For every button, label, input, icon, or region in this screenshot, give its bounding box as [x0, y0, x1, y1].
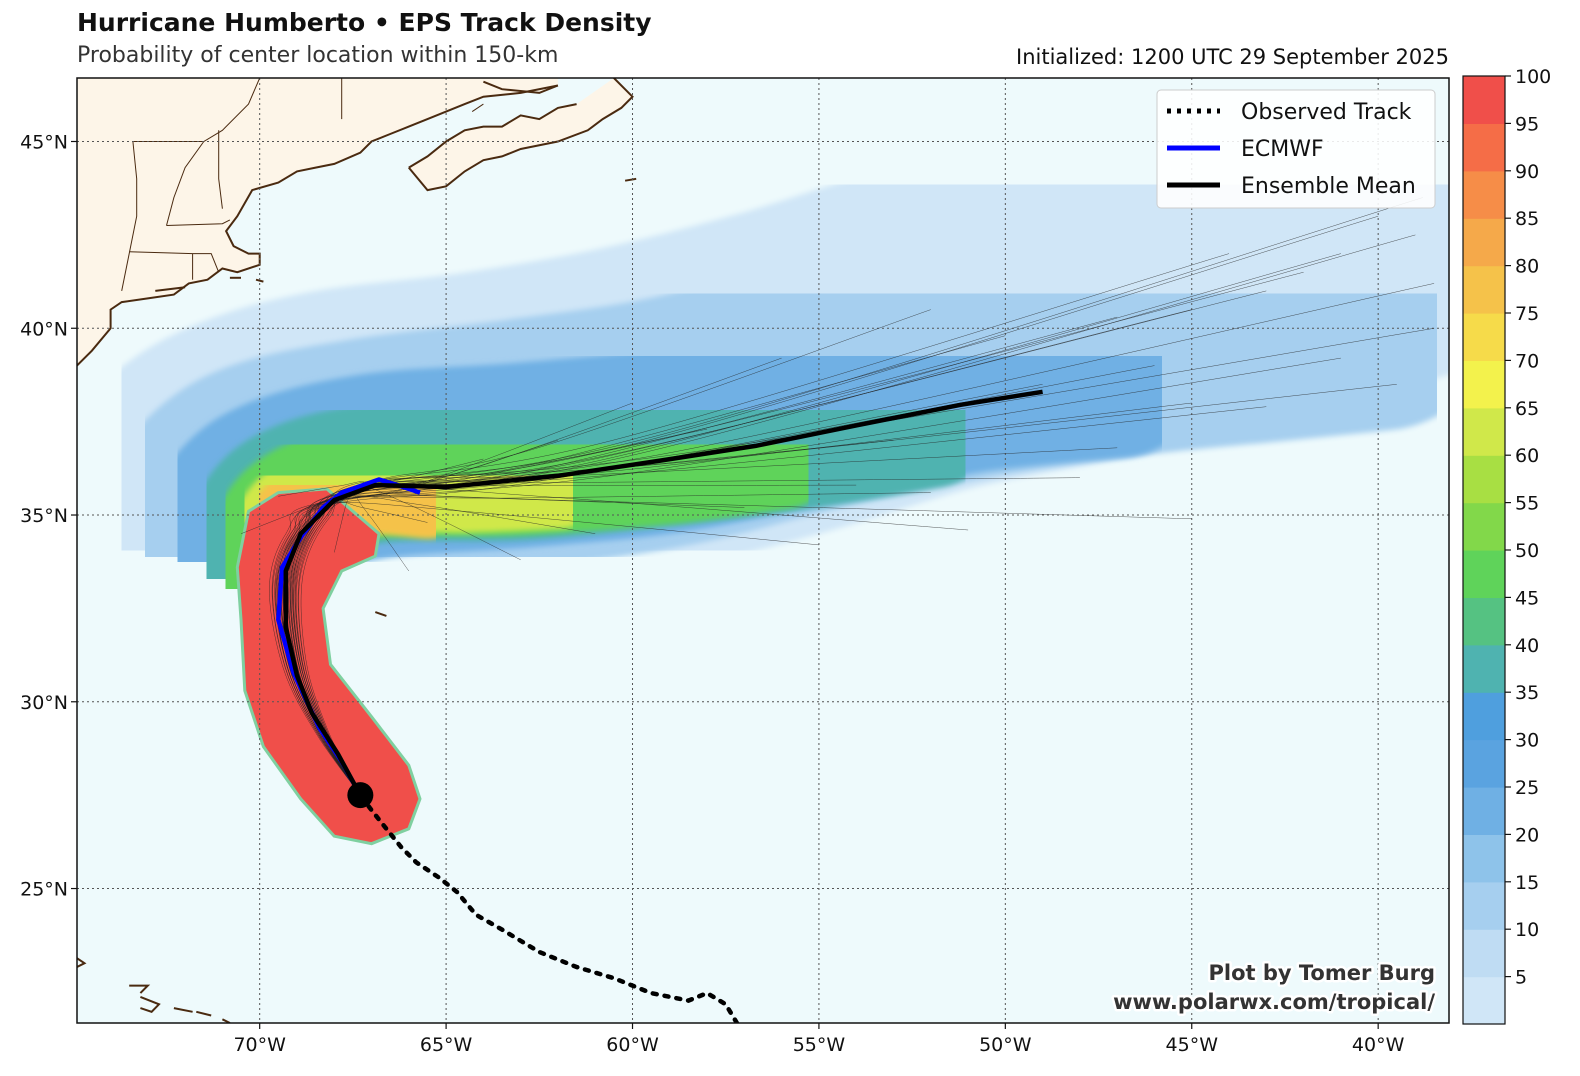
colorbar-tick-label: 30	[1515, 730, 1539, 752]
state-border	[132, 78, 261, 142]
colorbar-segment	[1463, 76, 1505, 124]
colorbar-segment	[1463, 407, 1505, 456]
island	[173, 1007, 193, 1013]
coastline	[483, 80, 559, 94]
state-border	[471, 103, 484, 113]
colorbar-tick-label: 80	[1515, 256, 1539, 278]
colorbar-tick-label: 45	[1515, 587, 1539, 609]
latitude-ticks: 45°N 40°N 35°N 30°N 25°N	[20, 131, 77, 901]
lat-tick-label: 45°N	[20, 131, 68, 153]
colorbar-segment	[1463, 455, 1505, 504]
colorbar-segment	[1463, 597, 1505, 646]
colorbar-tick-label: 5	[1515, 967, 1527, 989]
lat-tick-label: 30°N	[20, 692, 68, 714]
state-border	[218, 130, 223, 209]
colorbar-segment	[1463, 881, 1505, 930]
coastline	[255, 278, 264, 283]
observed-track	[358, 792, 740, 1023]
ensemble-mean-track	[283, 389, 1043, 797]
colorbar-tick-label: 95	[1515, 113, 1539, 135]
member-track	[298, 477, 1080, 796]
gridlines	[77, 78, 1449, 1023]
legend-ecmwf-label: ECMWF	[1241, 137, 1324, 162]
member-track	[275, 501, 428, 796]
colorbar-tick-label: 100	[1515, 66, 1551, 88]
colorbar-tick-label: 20	[1515, 824, 1539, 846]
state-border	[121, 141, 138, 291]
member-track	[295, 483, 857, 796]
lon-tick-label: 60°W	[606, 1034, 659, 1056]
map-title: Hurricane Humberto • EPS Track Density	[77, 8, 652, 37]
colorbar-tick-label: 60	[1515, 445, 1539, 467]
coastline	[77, 84, 559, 367]
lat-tick-label: 35°N	[20, 505, 68, 527]
colorbar-tick-label: 25	[1515, 777, 1539, 799]
coastline	[408, 103, 577, 169]
colorbar-segment	[1463, 550, 1505, 598]
colorbar-tick-label: 35	[1515, 682, 1539, 704]
colorbar-segment	[1463, 787, 1505, 835]
credit-url: www.polarwx.com/tropical/	[1113, 990, 1435, 1014]
colorbar-tick-label: 55	[1515, 493, 1539, 515]
colorbar-tick-label: 10	[1515, 919, 1539, 941]
longitude-ticks: 70°W 65°W 60°W 55°W 50°W 45°W 40°W	[233, 1023, 1405, 1056]
legend-mean-label: Ensemble Mean	[1241, 174, 1416, 199]
member-track	[272, 402, 633, 796]
state-border	[129, 251, 220, 273]
colorbar-segment	[1463, 265, 1505, 314]
colorbar-segment	[1463, 313, 1505, 361]
lat-tick-label: 25°N	[20, 879, 68, 901]
map-frame	[76, 77, 1450, 1024]
colorbar-tick-label: 65	[1515, 398, 1539, 420]
colorbar-segment	[1463, 929, 1505, 978]
colorbar-tick-label: 90	[1515, 161, 1539, 183]
colorbar-tick-label: 50	[1515, 540, 1539, 562]
lon-tick-label: 50°W	[979, 1034, 1032, 1056]
colorbar-segment	[1463, 502, 1505, 551]
lon-tick-label: 65°W	[420, 1034, 473, 1056]
island	[624, 177, 637, 182]
colorbar-segment	[1463, 834, 1505, 883]
lon-tick-label: 55°W	[793, 1034, 846, 1056]
lat-tick-label: 40°N	[20, 318, 68, 340]
colorbar-tick-label: 40	[1515, 635, 1539, 657]
island	[374, 611, 387, 617]
colorbar-segment	[1463, 123, 1505, 172]
land-nova-scotia	[408, 78, 633, 191]
colorbar-segment	[1463, 644, 1505, 693]
credit-author: Plot by Tomer Burg	[1209, 961, 1436, 985]
colorbar-segment	[1463, 170, 1505, 219]
colorbar-segment	[1463, 739, 1505, 788]
member-track	[269, 502, 819, 796]
legend: Observed Track ECMWF Ensemble Mean	[1156, 89, 1436, 209]
colorbar-tick-label: 70	[1515, 350, 1539, 372]
colorbar-segment	[1463, 976, 1505, 1025]
colorbar-tick-label: 15	[1515, 872, 1539, 894]
coastlines	[77, 78, 637, 1023]
island	[129, 984, 151, 994]
coastline	[155, 286, 186, 292]
init-time: Initialized: 1200 UTC 29 September 2025	[1016, 45, 1449, 69]
lon-tick-label: 45°W	[1166, 1034, 1219, 1056]
state-border	[166, 219, 231, 226]
storm-center-marker	[347, 782, 374, 809]
ensemble-members	[240, 197, 1435, 796]
coastline	[408, 78, 634, 192]
map-subtitle: Probability of center location within 15…	[77, 43, 559, 68]
lon-tick-label: 40°W	[1352, 1034, 1405, 1056]
state-border	[166, 141, 205, 226]
tracks	[276, 389, 1043, 1023]
colorbar-segment	[1463, 218, 1505, 267]
colorbar-tick-label: 75	[1515, 303, 1539, 325]
colorbar-segment	[1463, 692, 1505, 741]
lon-tick-label: 70°W	[233, 1034, 286, 1056]
legend-observed-label: Observed Track	[1241, 100, 1412, 125]
colorbar-segment	[1463, 360, 1505, 409]
island	[196, 1010, 212, 1017]
colorbar: 5 10 15 20 25 30 35 40 45 50 55 60 65 70 75 80 85 90 95 100	[1462, 66, 1551, 1025]
island	[140, 995, 161, 1013]
colorbar-tick-label: 85	[1515, 208, 1539, 230]
